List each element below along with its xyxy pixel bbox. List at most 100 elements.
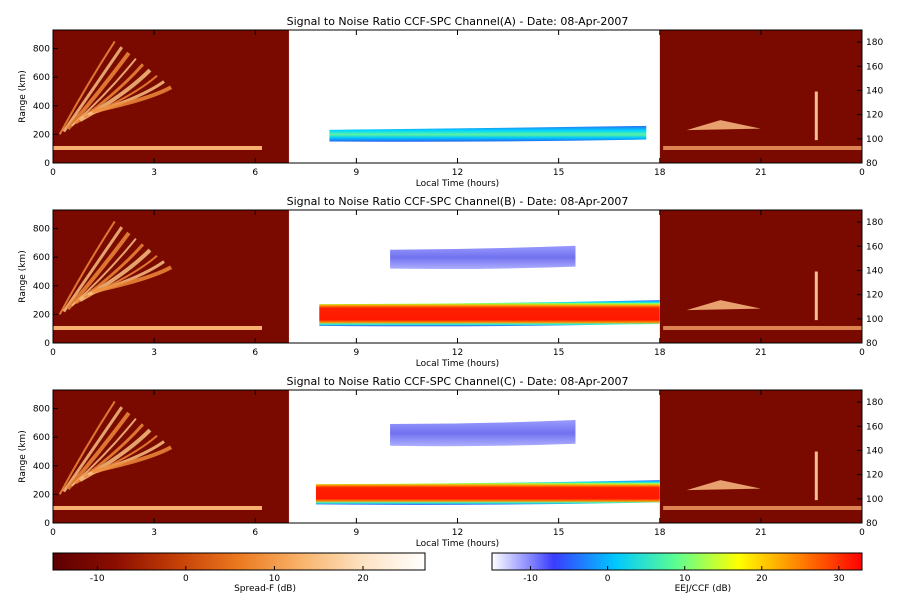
colorbar-gradient — [491, 552, 863, 571]
y-tick-label-left: 600 — [33, 73, 50, 83]
night-region — [659, 390, 862, 523]
y-tick-label-right: 80 — [866, 519, 878, 529]
y-tick-label-left: 0 — [44, 339, 50, 349]
x-tick-label: 0 — [50, 168, 56, 178]
colorbar-tick-label: -10 — [90, 574, 105, 584]
y-tick-label-left: 800 — [33, 405, 50, 415]
y-tick-label-right: 140 — [866, 446, 883, 456]
colorbar-eej-ccf: -10 0 10 20 30 EEJ/CCF (dB) — [491, 552, 863, 594]
y-tick-label-right: 140 — [866, 266, 883, 276]
y-tick-label-left: 200 — [33, 490, 50, 500]
y-tick-label-left: 400 — [33, 462, 50, 472]
spread-f-column — [814, 91, 818, 141]
x-tick-label: 12 — [452, 348, 463, 358]
echo-band-eej — [315, 480, 660, 505]
spread-f-column — [814, 451, 818, 501]
y-axis-label: Range (km) — [18, 430, 28, 482]
x-tick-label: 18 — [654, 348, 666, 358]
y-tick-label-left: 800 — [33, 45, 50, 55]
spread-f-plume — [91, 265, 173, 294]
x-tick-label: 9 — [354, 348, 360, 358]
x-tick-label: 21 — [755, 168, 766, 178]
night-region — [659, 210, 862, 343]
echo-band-150km — [390, 245, 576, 270]
x-tick-label: 6 — [252, 528, 258, 538]
spread-f-plume — [91, 85, 173, 114]
x-tick-label: 6 — [252, 348, 258, 358]
e-layer-echo — [663, 505, 862, 510]
y-tick-label-right: 180 — [866, 218, 883, 228]
x-axis-label: Local Time (hours) — [416, 359, 499, 369]
echo-band-eej — [329, 125, 647, 142]
e-layer-echo — [53, 505, 262, 510]
x-tick-label: 18 — [654, 168, 666, 178]
colorbar-tick-label: 30 — [833, 574, 845, 584]
panel-b: Signal to Noise Ratio CCF-SPC Channel(B)… — [18, 195, 883, 369]
spread-f-column — [814, 271, 818, 321]
spread-f-plume — [62, 46, 124, 133]
y-tick-label-left: 0 — [44, 519, 50, 529]
x-axis-label: Local Time (hours) — [416, 179, 499, 189]
x-tick-label: 3 — [151, 168, 157, 178]
x-tick-label: 21 — [755, 348, 766, 358]
y-tick-label-right: 100 — [866, 135, 883, 145]
panel-c: Signal to Noise Ratio CCF-SPC Channel(C)… — [18, 375, 883, 549]
spread-f-patch — [686, 480, 761, 491]
y-tick-label-right: 100 — [866, 315, 883, 325]
x-tick-label: 6 — [252, 168, 258, 178]
spread-f-plume — [62, 406, 124, 493]
y-tick-label-right: 120 — [866, 111, 883, 121]
x-tick-label: 0 — [50, 348, 56, 358]
spread-f-plume — [66, 231, 131, 310]
x-tick-label: 0 — [50, 528, 56, 538]
night-region — [53, 30, 289, 163]
x-tick-label: 0 — [859, 348, 865, 358]
y-tick-label-left: 400 — [33, 282, 50, 292]
colorbar-tick-label: 0 — [183, 574, 189, 584]
spread-f-plume — [58, 400, 116, 495]
y-tick-label-right: 140 — [866, 86, 883, 96]
x-tick-label: 9 — [354, 528, 360, 538]
echo-band-eej — [319, 300, 660, 327]
spread-f-patch — [686, 120, 761, 131]
y-tick-label-left: 600 — [33, 433, 50, 443]
x-tick-label: 3 — [151, 348, 157, 358]
colorbar-tick-label: 0 — [605, 574, 611, 584]
x-axis-label: Local Time (hours) — [416, 539, 499, 549]
x-tick-label: 0 — [859, 528, 865, 538]
y-axis-label: Range (km) — [18, 70, 28, 122]
y-tick-label-right: 160 — [866, 62, 883, 72]
colorbar-label: EEJ/CCF (dB) — [675, 584, 732, 594]
panel-title: Signal to Noise Ratio CCF-SPC Channel(A)… — [287, 15, 629, 28]
y-tick-label-right: 180 — [866, 398, 883, 408]
y-tick-label-right: 120 — [866, 291, 883, 301]
x-tick-label: 0 — [859, 168, 865, 178]
e-layer-echo — [53, 325, 262, 330]
x-tick-label: 15 — [553, 348, 564, 358]
spread-f-plume — [58, 40, 116, 135]
colorbar-gradient — [52, 552, 426, 571]
panel-a: Signal to Noise Ratio CCF-SPC Channel(A)… — [18, 15, 883, 189]
panel-title: Signal to Noise Ratio CCF-SPC Channel(C)… — [287, 375, 629, 388]
spread-f-plume — [91, 445, 173, 474]
colorbar-tick-label: 10 — [269, 574, 281, 584]
day-region — [288, 30, 660, 163]
x-tick-label: 15 — [553, 168, 564, 178]
colorbar-tick-label: -10 — [523, 574, 538, 584]
y-tick-label-left: 200 — [33, 310, 50, 320]
colorbar-tick-label: 20 — [756, 574, 768, 584]
spread-f-plume — [66, 51, 131, 130]
night-region — [53, 210, 289, 343]
e-layer-echo — [53, 145, 262, 150]
colorbar-tick-label: 20 — [357, 574, 369, 584]
colorbar-spread-f: -10 0 10 20 Spread-F (dB) — [52, 552, 426, 594]
x-tick-label: 18 — [654, 528, 666, 538]
spread-f-plume — [58, 220, 116, 315]
y-tick-label-left: 400 — [33, 102, 50, 112]
y-tick-label-right: 120 — [866, 471, 883, 481]
spread-f-plume — [62, 226, 124, 313]
spread-f-plume — [66, 411, 131, 490]
y-tick-label-left: 600 — [33, 253, 50, 263]
y-tick-label-right: 180 — [866, 38, 883, 48]
